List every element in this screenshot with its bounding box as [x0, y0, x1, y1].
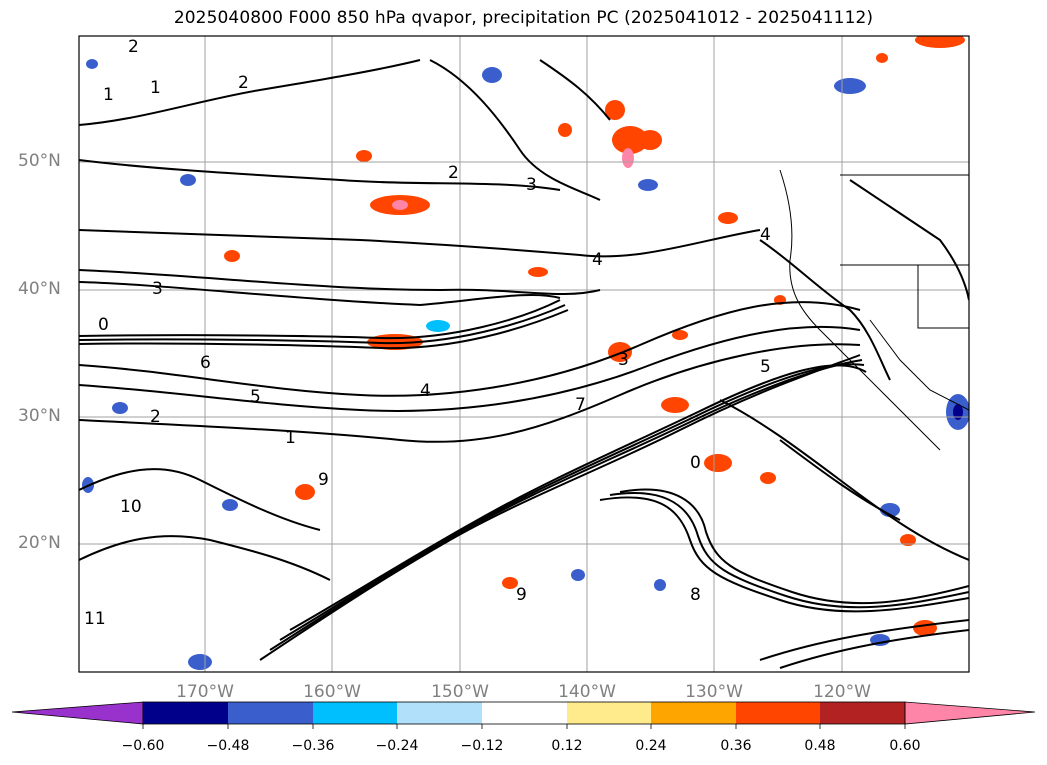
colorbar-tick-label: 0.60: [889, 738, 921, 754]
colorbar-segment: [228, 702, 313, 724]
colorbar-extend-min: [11, 701, 144, 725]
contour-label: 4: [592, 250, 603, 270]
colorbar-tick-label: −0.48: [206, 738, 250, 754]
lat-label-40n: 40°N: [18, 279, 61, 299]
lon-label-120w: 120°W: [813, 682, 871, 702]
colorbar-segment: [482, 702, 567, 724]
precip-shading: [82, 36, 969, 670]
lat-label-20n: 20°N: [18, 533, 61, 553]
colorbar-segment: [313, 702, 397, 724]
contour-label: 9: [516, 585, 527, 605]
contour-label: 5: [760, 357, 771, 377]
map-graticule: [79, 36, 969, 672]
lon-label-150w: 150°W: [431, 682, 489, 702]
contour-label: 3: [152, 279, 163, 299]
contour-label: 5: [250, 387, 261, 407]
contour-label: 2: [150, 407, 161, 427]
contour-label: 2: [448, 163, 459, 183]
map-frame: [78, 35, 970, 673]
contour-label: 9: [318, 470, 329, 490]
contour-label: 0: [98, 315, 109, 335]
lon-label-160w: 160°W: [303, 682, 361, 702]
lon-label-130w: 130°W: [685, 682, 743, 702]
colorbar-extend-max: [904, 701, 1036, 725]
contour-label: 3: [526, 175, 537, 195]
contour-label: 1: [285, 428, 296, 448]
colorbar-segment: [736, 702, 820, 724]
contour-label: 6: [200, 353, 211, 373]
contour-label: 1: [150, 78, 161, 98]
figure-title: 2025040800 F000 850 hPa qvapor, precipit…: [173, 8, 874, 28]
colorbar-tick-label: 0.48: [804, 738, 836, 754]
colorbar: [11, 701, 1036, 729]
contour-label: 3: [618, 350, 629, 370]
coastlines: [779, 169, 969, 451]
colorbar-tick-label: 0.36: [720, 738, 752, 754]
qvapor-contours: [79, 59, 969, 669]
colorbar-tick-label: 0.12: [551, 738, 583, 754]
colorbar-segment: [397, 702, 482, 724]
lat-label-30n: 30°N: [18, 406, 61, 426]
colorbar-tick-label: 0.24: [635, 738, 667, 754]
contour-label: 4: [760, 225, 771, 245]
contour-label: 10: [120, 497, 142, 517]
contour-label: 0: [690, 453, 701, 473]
contour-label-layer: 2 1 1 2 2 3 3 3 4 4 4 5 6 5 2 1 7 9 10 1…: [84, 37, 771, 629]
contour-label: 2: [128, 37, 139, 57]
contour-label: 4: [420, 381, 431, 401]
contour-label: 2: [238, 73, 249, 93]
lon-label-140w: 140°W: [558, 682, 616, 702]
colorbar-segment: [567, 702, 651, 724]
lon-label-170w: 170°W: [176, 682, 234, 702]
colorbar-tick-label: −0.36: [291, 738, 335, 754]
colorbar-tick-label: −0.60: [121, 738, 165, 754]
colorbar-segment: [143, 702, 228, 724]
contour-label: 8: [690, 585, 701, 605]
colorbar-segment: [820, 702, 905, 724]
contour-label: 1: [103, 85, 114, 105]
contour-label: 7: [575, 395, 586, 415]
lat-label-50n: 50°N: [18, 151, 61, 171]
colorbar-tick-label: −0.24: [375, 738, 419, 754]
colorbar-tick-label: −0.12: [460, 738, 504, 754]
contour-label: 11: [84, 609, 106, 629]
colorbar-segment: [651, 702, 736, 724]
